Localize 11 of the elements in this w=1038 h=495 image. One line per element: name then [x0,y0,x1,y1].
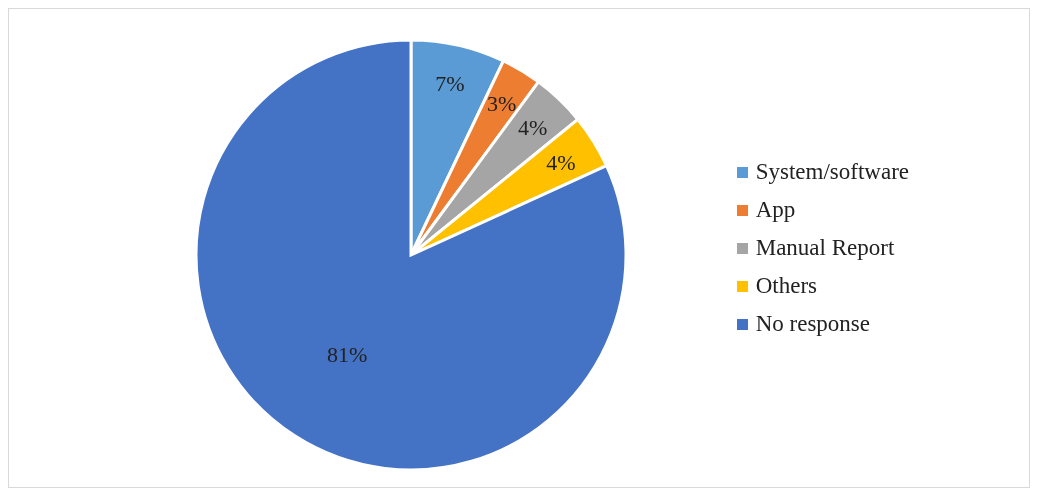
legend-label: No response [755,311,871,337]
legend-label: Others [755,273,818,299]
legend-label: App [755,197,796,223]
data-label: 4% [518,114,548,140]
legend-label: System/software [755,159,909,185]
data-label: 7% [435,70,465,96]
data-label: 81% [326,341,368,367]
legend-label: Manual Report [755,235,895,261]
data-label: 4% [546,149,576,175]
pie-slice [194,38,628,472]
data-label: 3% [486,91,517,117]
